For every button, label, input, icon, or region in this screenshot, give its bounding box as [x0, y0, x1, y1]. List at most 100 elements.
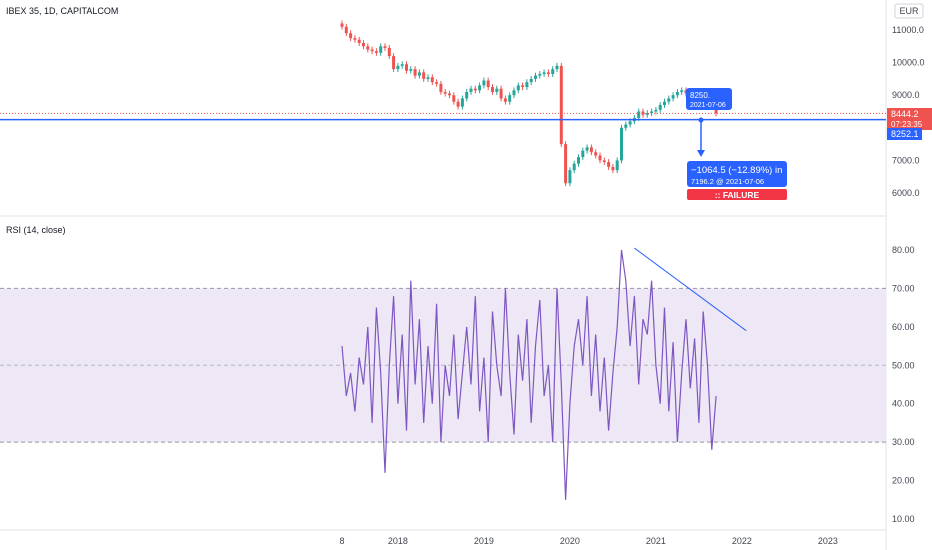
candle-body [508, 95, 512, 102]
candle-body [426, 77, 430, 79]
measure-result-box [687, 161, 787, 187]
currency-button[interactable]: EUR [894, 3, 924, 19]
candle-body [469, 88, 473, 92]
candle-body [486, 80, 490, 88]
candle-body [546, 72, 550, 75]
candle-body [611, 166, 615, 171]
price-tick-label: 7000.0 [892, 155, 920, 165]
candle-body [529, 78, 533, 83]
currency-label: EUR [899, 6, 919, 16]
candle-body [680, 90, 684, 92]
price-tick-label: 10000.0 [892, 58, 925, 68]
rsi-axis[interactable]: 80.00 70.00 60.00 50.00 40.00 30.00 20.00 10.00 [892, 245, 915, 524]
candle-body [383, 46, 387, 48]
measure-sub-text: 7196.2 @ 2021-07-06 [691, 177, 764, 186]
rsi-tick-label: 60.00 [892, 322, 915, 332]
candle-body [598, 155, 602, 161]
candle-body [392, 56, 396, 70]
candle-body [512, 90, 516, 96]
candle-body [478, 85, 482, 91]
measure-change-text: −1064.5 (−12.89%) in [691, 165, 782, 176]
candle-body [366, 46, 370, 50]
candle-body [340, 23, 344, 27]
candle-body [387, 47, 391, 57]
candle-body [409, 69, 413, 71]
candle-body [585, 147, 589, 151]
rsi-tick-label: 10.00 [892, 514, 915, 524]
failure-text: :: FAILURE [715, 190, 760, 200]
candle-body [435, 82, 439, 84]
candle-body [439, 83, 443, 92]
candle-body [572, 163, 576, 171]
symbol-title: IBEX 35, 1D, CAPITALCOM [6, 6, 118, 16]
line-price-value: 8252.1 [891, 129, 919, 139]
time-tick-label: 2019 [474, 536, 494, 546]
rsi-tick-label: 30.00 [892, 437, 915, 447]
candle-body [675, 91, 679, 96]
candle-body [452, 95, 456, 102]
candle-body [473, 88, 477, 91]
candle-body [551, 69, 555, 75]
candle-body [568, 170, 572, 184]
candle-body [654, 109, 658, 112]
candle-body [448, 93, 451, 96]
candle-body [542, 72, 546, 75]
time-tick-label: 2018 [388, 536, 408, 546]
time-tick-label: 2021 [646, 536, 666, 546]
candle-body [667, 98, 671, 102]
rsi-tick-label: 50.00 [892, 360, 915, 370]
countdown-value: 07:23:35 [891, 120, 923, 129]
line-price-label: 8252.1 [887, 128, 922, 140]
rsi-tick-label: 40.00 [892, 399, 915, 409]
candle-body [620, 127, 623, 161]
candle-body [534, 75, 537, 79]
candle-body [422, 72, 426, 79]
time-axis[interactable]: 8 2018 2019 2020 2021 2022 2023 [339, 536, 837, 546]
measure-start-point[interactable] [698, 117, 704, 123]
candle-body [581, 150, 585, 158]
candle-body [503, 98, 507, 102]
candle-body [624, 124, 628, 128]
candle-body [594, 152, 598, 156]
candle-body [671, 95, 675, 99]
rsi-tick-label: 70.00 [892, 283, 915, 293]
price-candles [340, 20, 718, 187]
candle-body [430, 77, 434, 83]
rsi-tick-label: 20.00 [892, 476, 915, 486]
measure-tool[interactable]: 8250. 2021-07-06 −1064.5 (−12.89%) in 71… [686, 88, 787, 200]
candle-body [379, 46, 383, 53]
failure-badge [687, 189, 787, 200]
candle-body [607, 162, 611, 167]
candle-body [443, 91, 447, 94]
time-tick-label: 2023 [818, 536, 838, 546]
candle-body [465, 91, 469, 99]
candle-body [344, 26, 348, 34]
price-tick-label: 11000.0 [892, 25, 924, 35]
candle-body [555, 65, 559, 70]
candle-body [482, 80, 486, 86]
time-tick-label: 2020 [560, 536, 580, 546]
candle-body [602, 160, 606, 163]
candle-body [353, 38, 357, 40]
time-tick-label: 8 [339, 536, 344, 546]
measure-top-date: 2021-07-06 [690, 102, 726, 109]
candle-body [349, 33, 353, 39]
rsi-trendline[interactable] [634, 247, 747, 332]
candle-body [516, 85, 520, 91]
price-tick-label: 6000.0 [892, 188, 920, 198]
measure-top-price: 8250. [690, 91, 710, 100]
candle-body [456, 101, 460, 107]
rsi-label: RSI (14, close) [6, 225, 66, 235]
candle-body [396, 65, 400, 70]
candle-body [362, 43, 365, 47]
candle-body [615, 160, 619, 171]
last-price-label: 8444.2 07:23:35 [887, 108, 932, 130]
candle-body [559, 65, 563, 145]
candle-body [460, 98, 464, 107]
candle-body [499, 88, 503, 99]
measure-arrow-icon [697, 150, 705, 157]
candle-body [577, 157, 580, 164]
candle-body [374, 51, 378, 53]
candle-body [357, 39, 361, 44]
